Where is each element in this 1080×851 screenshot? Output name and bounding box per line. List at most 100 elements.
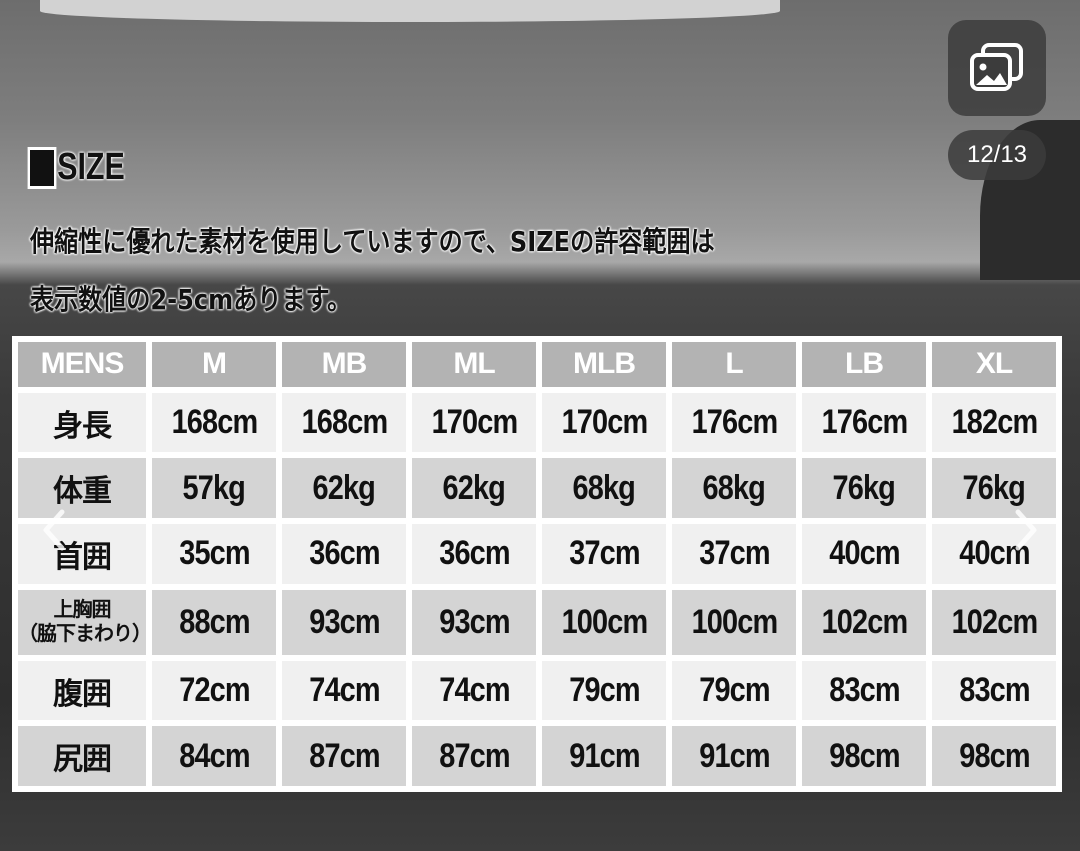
table-row: 身長 168cm 168cm 170cm 170cm 176cm 176cm 182cm [18, 392, 1056, 453]
row-label: 首囲 [18, 524, 146, 584]
cell-value: 88cm [178, 602, 250, 641]
table-cell: 35cm [152, 524, 276, 584]
background-cloud [40, 0, 780, 22]
table-cell: 93cm [412, 589, 536, 655]
table-cell: 36cm [412, 524, 536, 584]
cell-value: 76kg [832, 468, 896, 507]
table-cell: 68kg [672, 458, 796, 519]
table-cell: 87cm [282, 726, 406, 786]
cell-value: 74cm [438, 671, 510, 709]
table-cell: 79cm [672, 660, 796, 721]
table-cell: 98cm [932, 726, 1056, 786]
row-label-sub: （脇下まわり） [18, 623, 152, 646]
cell-value: 100cm [691, 602, 778, 641]
table-cell: 91cm [542, 726, 666, 786]
table-cell: 93cm [282, 589, 406, 655]
table-cell: 100cm [542, 589, 666, 655]
table-row: 尻囲 84cm 87cm 87cm 91cm 91cm 98cm 98cm [18, 726, 1056, 786]
table-cell: 170cm [412, 392, 536, 453]
table-cell: 168cm [282, 392, 406, 453]
table-cell: 62kg [282, 458, 406, 519]
cell-value: 98cm [958, 736, 1030, 775]
table-cell: 88cm [152, 589, 276, 655]
cell-value: 83cm [958, 671, 1030, 709]
cell-value: 62kg [442, 468, 506, 507]
cell-value: 182cm [951, 403, 1038, 442]
cell-value: 98cm [828, 736, 900, 775]
table-cell: 84cm [152, 726, 276, 786]
cell-value: 40cm [958, 534, 1030, 573]
row-label: 尻囲 [18, 726, 146, 786]
table-cell: 83cm [932, 660, 1056, 721]
cell-value: 93cm [308, 602, 380, 641]
cell-value: 170cm [431, 403, 518, 442]
cell-value: 72cm [178, 671, 250, 709]
cell-value: 176cm [821, 403, 908, 442]
table-cell: 36cm [282, 524, 406, 584]
cell-value: 93cm [438, 602, 510, 641]
cell-value: 37cm [568, 534, 640, 573]
table-cell: 91cm [672, 726, 796, 786]
header-cell: MLB [542, 342, 666, 387]
cell-value: 83cm [828, 671, 900, 709]
chevron-left-icon[interactable] [40, 508, 70, 552]
row-label-text: 腹囲 [53, 677, 112, 711]
cell-value: 102cm [951, 602, 1038, 641]
description-line-2: 表示数値の2-5cmあります。 [30, 283, 352, 316]
header-cell: ML [412, 342, 536, 387]
cell-value: 87cm [308, 736, 380, 775]
table-cell: 79cm [542, 660, 666, 721]
cell-value: 176cm [691, 403, 778, 442]
table-header-row: MENS M MB ML MLB L LB XL [18, 342, 1056, 387]
cell-value: 91cm [698, 736, 770, 775]
table-cell: 102cm [802, 589, 926, 655]
row-label: 上胸囲 （脇下まわり） [18, 589, 152, 655]
row-label: 身長 [18, 392, 146, 453]
table-cell: 68kg [542, 458, 666, 519]
chevron-right-icon[interactable] [1010, 508, 1040, 552]
cell-value: 102cm [821, 602, 908, 641]
table-cell: 102cm [932, 589, 1056, 655]
cell-value: 36cm [438, 534, 510, 573]
cell-value: 91cm [568, 736, 640, 775]
gallery-button[interactable] [948, 20, 1046, 116]
header-cell: XL [932, 342, 1056, 387]
table-cell: 168cm [152, 392, 276, 453]
table-cell: 170cm [542, 392, 666, 453]
cell-value: 100cm [561, 602, 648, 641]
row-label-text: 尻囲 [53, 743, 112, 777]
table-cell: 37cm [672, 524, 796, 584]
cell-value: 87cm [438, 736, 510, 775]
cell-value: 168cm [301, 403, 388, 442]
row-label-text: 身長 [53, 409, 112, 443]
cell-value: 36cm [308, 534, 380, 573]
table-cell: 76kg [802, 458, 926, 519]
cell-value: 168cm [171, 403, 258, 442]
cell-value: 62kg [312, 468, 376, 507]
table-cell: 72cm [152, 660, 276, 721]
size-heading: SIZE [30, 146, 125, 189]
header-cell: MENS [18, 342, 146, 387]
cell-value: 35cm [178, 534, 250, 573]
table-cell: 176cm [672, 392, 796, 453]
table-cell: 76kg [932, 458, 1056, 519]
cell-value: 68kg [702, 468, 766, 507]
heading-text: SIZE [57, 146, 125, 188]
table-cell: 182cm [932, 392, 1056, 453]
black-square-icon [30, 149, 54, 186]
cell-value: 79cm [568, 671, 640, 709]
cell-value: 170cm [561, 403, 648, 442]
cell-value: 37cm [698, 534, 770, 573]
table-row: 体重 57kg 62kg 62kg 68kg 68kg 76kg 76kg [18, 458, 1056, 519]
image-gallery-icon [970, 43, 1023, 91]
row-label: 腹囲 [18, 660, 146, 721]
table-row: 腹囲 72cm 74cm 74cm 79cm 79cm 83cm 83cm [18, 660, 1056, 721]
table-cell: 98cm [802, 726, 926, 786]
header-cell: LB [802, 342, 926, 387]
cell-value: 68kg [572, 468, 636, 507]
header-cell: L [672, 342, 796, 387]
table-cell: 176cm [802, 392, 926, 453]
table-row: 上胸囲 （脇下まわり） 88cm 93cm 93cm 100cm 100cm 102cm 102… [18, 589, 1056, 655]
table-cell: 40cm [802, 524, 926, 584]
description-line-1: 伸縮性に優れた素材を使用していますので、SIZEの許容範囲は [30, 225, 715, 258]
